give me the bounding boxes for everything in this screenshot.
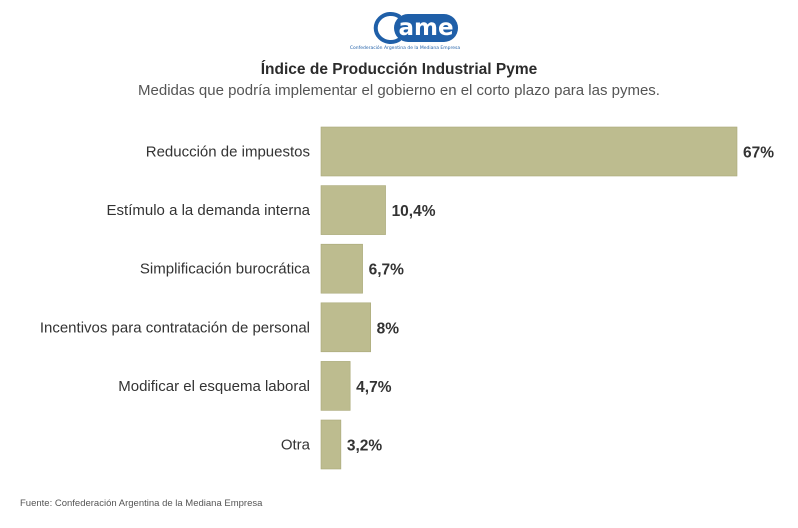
category-label: Modificar el esquema laboral	[118, 378, 310, 395]
category-label: Incentivos para contratación de personal	[40, 319, 310, 336]
value-label: 3,2%	[347, 438, 383, 455]
came-logo: ame Confederación Argentina de la Median…	[330, 8, 480, 56]
category-label: Otra	[281, 437, 311, 454]
bar	[320, 419, 342, 470]
category-label: Simplificación burocrática	[140, 261, 311, 278]
value-label: 4,7%	[356, 379, 392, 396]
bar	[320, 361, 351, 411]
chart-title: Índice de Producción Industrial Pyme	[260, 61, 538, 78]
value-label: 6,7%	[369, 262, 405, 279]
source-note: Fuente: Confederación Argentina de la Me…	[20, 498, 263, 509]
value-label: 10,4%	[392, 203, 436, 220]
chart-subtitle: Medidas que podría implementar el gobier…	[138, 82, 660, 99]
category-label: Estímulo a la demanda interna	[107, 202, 311, 219]
category-label: Reducción de impuestos	[146, 144, 310, 161]
value-label: 8%	[377, 320, 400, 337]
logo-wordmark: ame	[398, 15, 453, 41]
bar	[320, 185, 386, 235]
came-logo-mark: ame	[373, 12, 458, 44]
logo-tagline: Confederación Argentina de la Mediana Em…	[349, 46, 461, 51]
bar	[320, 126, 738, 177]
value-label: 67%	[743, 145, 774, 162]
bar	[320, 243, 363, 294]
bar	[320, 302, 371, 353]
